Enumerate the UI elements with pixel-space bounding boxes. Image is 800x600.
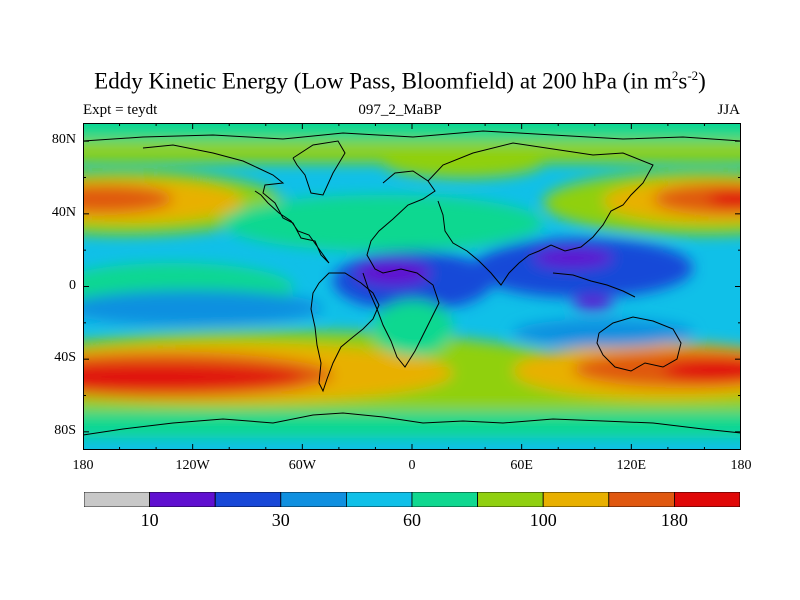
colorbar-label: 30 [271,510,290,530]
band-south-green [83,408,741,438]
colorbar-swatch [214,492,282,507]
coast-north-america [142,144,330,264]
season-label: JJA [717,102,740,118]
y-tick-label: 80S [54,422,76,438]
coast-indonesia [552,272,636,298]
trop-blue-asia [473,238,693,298]
nh-mid-green [223,195,543,251]
coast-greenland [292,140,346,196]
y-tick-label: 40S [54,350,76,366]
coast-asia [427,142,654,286]
x-tick-label: 120W [175,458,210,473]
colorbar-swatch [280,492,347,507]
experiment-label: Expt = teydt [83,102,158,118]
colorbar [84,492,740,507]
coast-antarctica [83,412,741,436]
trop-purple-asia [533,248,613,268]
x-tick-label: 180 [72,458,94,473]
x-tick-label: 0 [408,458,416,473]
sh-jet-red-w [83,364,303,390]
x-tick-label: 120E [616,458,647,473]
coast-australia [596,316,682,372]
axis-ticks [83,123,741,450]
nh-jet-east-red [708,190,741,208]
colorbar-swatch [542,492,610,507]
colorbar-swatch [477,492,544,507]
coastlines [83,130,741,436]
trop-lightblue-west [83,290,323,326]
x-tick-label: 180 [730,458,752,473]
trop-purple-io [573,296,613,310]
colorbar-swatch [674,492,740,507]
colorbar-swatch [149,492,216,507]
field-shading [83,123,741,438]
colorbar-swatch [84,492,150,507]
coast-south-america [310,272,380,393]
coast-europe-africa [362,170,440,368]
coast-arctic [83,130,741,142]
nh-jet-east-orange [653,184,741,214]
y-tick-label: 40N [51,204,76,220]
x-tick-label: 60E [510,458,533,473]
colorbar-label: 10 [140,510,159,530]
y-tick-label: 0 [69,277,76,293]
colorbar-label: 100 [529,510,557,530]
trop-lightblue-io [513,319,693,347]
colorbar-label: 60 [403,510,421,530]
x-tick-label: 60W [288,458,316,473]
colorbar-swatch [608,492,675,507]
sh-jet-east-red [663,359,741,383]
chart-title: Eddy Kinetic Energy (Low Pass, Bloomfiel… [94,68,706,94]
colorbar-swatch [345,492,413,507]
heatmap-plot [83,123,741,450]
run-id-label: 097_2_MaBP [358,102,442,118]
y-tick-label: 80N [51,132,76,148]
nh-jet-west-orange [83,185,173,213]
colorbar-label: 180 [660,510,688,530]
colorbar-swatch [411,492,478,507]
nh-central-yellow [383,148,543,178]
